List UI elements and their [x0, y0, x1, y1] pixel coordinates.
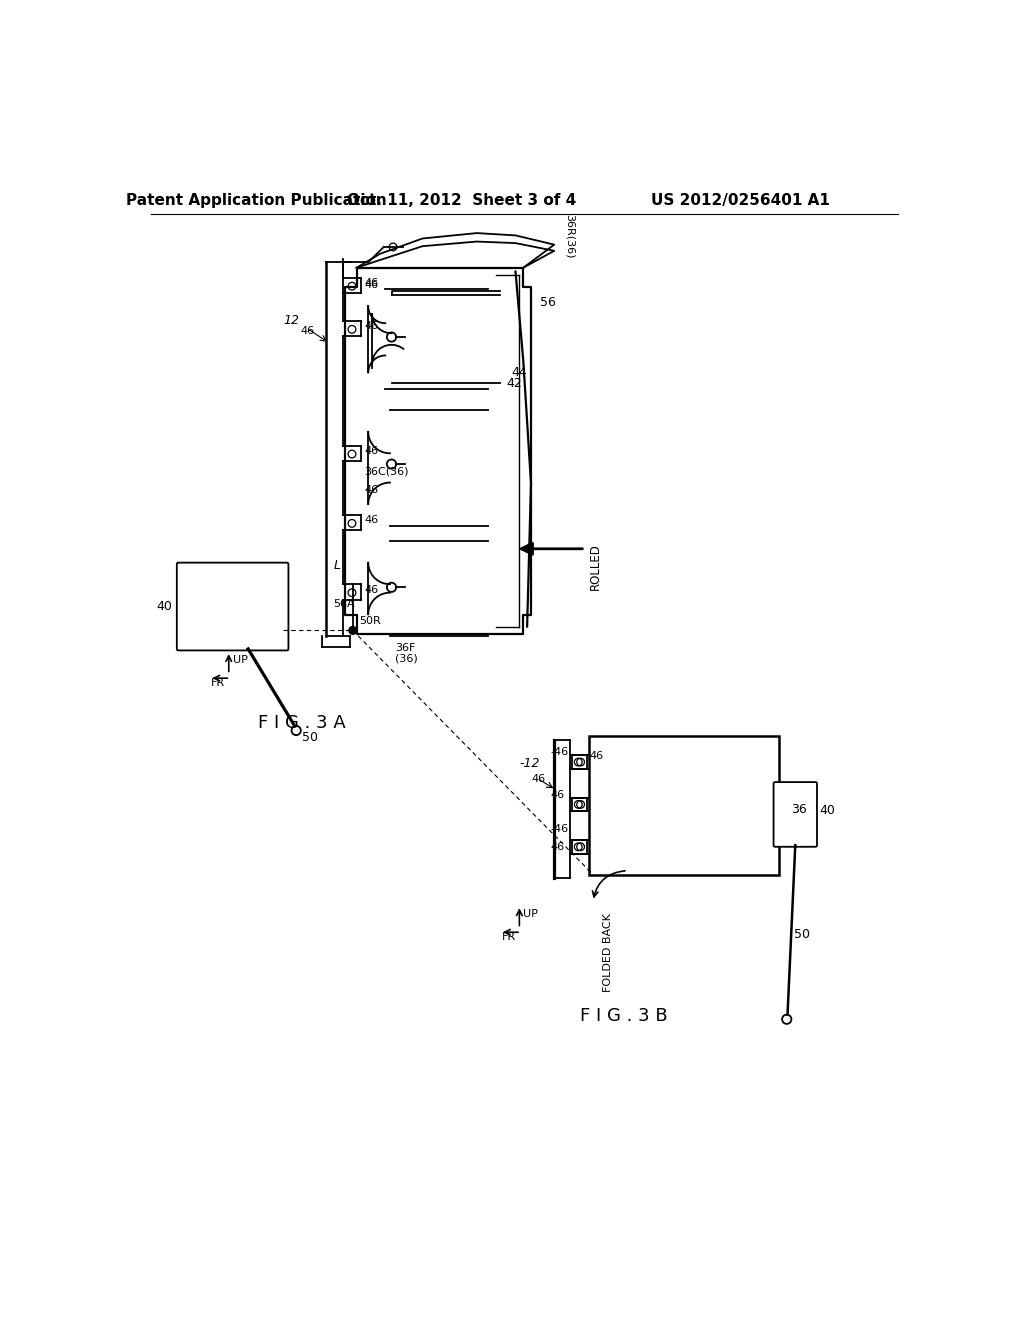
Text: 56A: 56A: [334, 599, 355, 610]
Text: 42: 42: [506, 378, 522, 391]
Text: FR: FR: [211, 678, 225, 688]
Text: 46: 46: [301, 326, 315, 337]
Text: 50: 50: [302, 731, 318, 744]
Text: -46: -46: [550, 747, 568, 758]
Text: 46: 46: [365, 515, 379, 525]
Text: FR: FR: [502, 932, 516, 942]
Text: -12: -12: [519, 756, 540, 770]
Text: 44: 44: [512, 366, 527, 379]
Bar: [589, 737, 779, 875]
Text: F I G . 3 B: F I G . 3 B: [581, 1007, 668, 1024]
Text: 36: 36: [791, 803, 806, 816]
Text: US 2012/0256401 A1: US 2012/0256401 A1: [651, 193, 829, 209]
Text: 46: 46: [365, 446, 379, 457]
Text: -46: -46: [550, 824, 568, 834]
Text: 46: 46: [531, 774, 545, 784]
Text: 36C(36): 36C(36): [365, 466, 409, 477]
Text: (36): (36): [395, 653, 418, 663]
Text: ROLLED: ROLLED: [589, 543, 602, 590]
Text: 46: 46: [365, 585, 379, 595]
Text: FOLDED BACK: FOLDED BACK: [603, 913, 613, 991]
Text: 50: 50: [794, 928, 810, 941]
FancyBboxPatch shape: [773, 781, 817, 847]
Text: 56: 56: [541, 296, 556, 309]
Text: L: L: [334, 558, 340, 572]
Text: 46: 46: [365, 486, 379, 495]
Text: UP: UP: [523, 909, 539, 919]
Text: 50R: 50R: [359, 616, 381, 626]
Text: 46: 46: [365, 279, 379, 288]
Circle shape: [349, 627, 356, 635]
Text: 40: 40: [157, 601, 173, 614]
Text: Oct. 11, 2012  Sheet 3 of 4: Oct. 11, 2012 Sheet 3 of 4: [347, 193, 575, 209]
Text: 46: 46: [365, 280, 379, 290]
Text: Patent Application Publication: Patent Application Publication: [126, 193, 386, 209]
Text: 36R(36): 36R(36): [565, 214, 574, 259]
Text: 46: 46: [550, 789, 564, 800]
Text: 12: 12: [283, 314, 299, 327]
FancyBboxPatch shape: [177, 562, 289, 651]
Text: 46: 46: [590, 751, 604, 762]
Text: 40: 40: [819, 804, 836, 817]
Text: 46: 46: [365, 321, 379, 331]
Text: 46: 46: [550, 842, 564, 851]
Text: 36F: 36F: [395, 643, 416, 653]
Text: UP: UP: [232, 655, 248, 665]
Text: F I G . 3 A: F I G . 3 A: [258, 714, 346, 733]
